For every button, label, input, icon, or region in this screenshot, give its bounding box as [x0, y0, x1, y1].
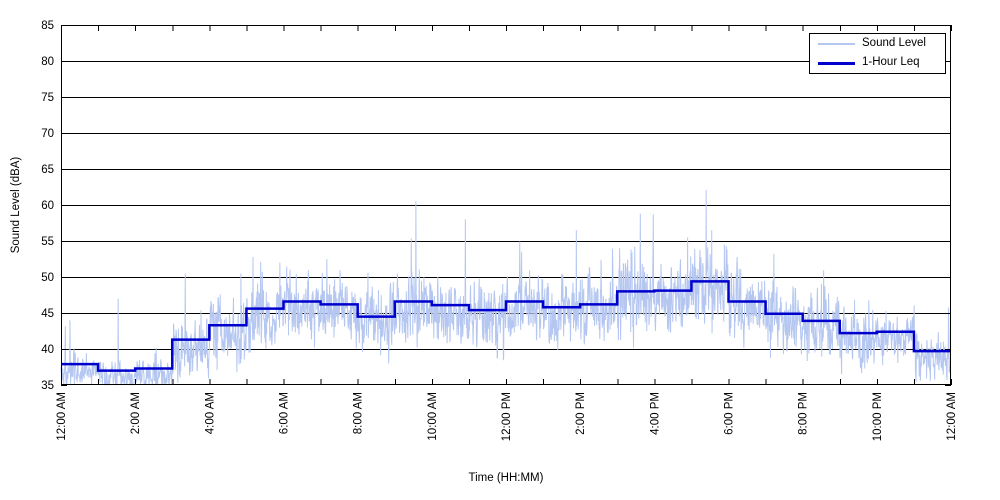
x-axis-title: Time (HH:MM)	[468, 472, 544, 484]
x-tick-label: 12:00 AM	[946, 392, 958, 441]
y-axis-title: Sound Level (dBA)	[10, 156, 22, 254]
y-tick-label: 80	[41, 56, 54, 68]
x-tick-label: 8:00 PM	[798, 392, 810, 435]
legend-item-sound-level: Sound Level	[810, 35, 945, 53]
y-tick-label: 65	[41, 164, 54, 176]
y-tick-label: 50	[41, 272, 54, 284]
x-tick-label: 10:00 PM	[872, 392, 884, 441]
y-tick-label: 60	[41, 200, 54, 212]
y-tick-label: 75	[41, 92, 54, 104]
sound-level-line-swatch	[818, 43, 855, 45]
y-tick-label: 40	[41, 344, 54, 356]
x-tick-label: 4:00 PM	[649, 392, 661, 435]
y-tick-label: 85	[41, 20, 54, 32]
legend-label-1-hour-leq: 1-Hour Leq	[862, 56, 920, 69]
legend-item-1-hour-leq: 1-Hour Leq	[810, 54, 945, 72]
x-tick-label: 2:00 PM	[575, 392, 587, 435]
leq-step-line	[61, 280, 951, 372]
y-tick-label: 70	[41, 128, 54, 140]
x-tick-label: 12:00 AM	[56, 392, 68, 441]
x-tick-label: 12:00 PM	[501, 392, 513, 441]
x-tick-label: 8:00 AM	[353, 392, 365, 434]
sound-level-series	[60, 189, 952, 386]
y-tick-label: 55	[41, 236, 54, 248]
legend: Sound Level 1-Hour Leq	[809, 33, 946, 74]
leq-line-swatch	[818, 61, 855, 65]
x-tick-label: 4:00 AM	[204, 392, 216, 434]
y-tick-label: 35	[41, 380, 54, 392]
x-tick-label: 2:00 AM	[130, 392, 142, 434]
x-tick-label: 10:00 AM	[427, 392, 439, 441]
legend-label-sound-level: Sound Level	[862, 37, 926, 50]
x-tick-label: 6:00 AM	[279, 392, 291, 434]
y-tick-label: 45	[41, 308, 54, 320]
x-tick-label: 6:00 PM	[724, 392, 736, 435]
